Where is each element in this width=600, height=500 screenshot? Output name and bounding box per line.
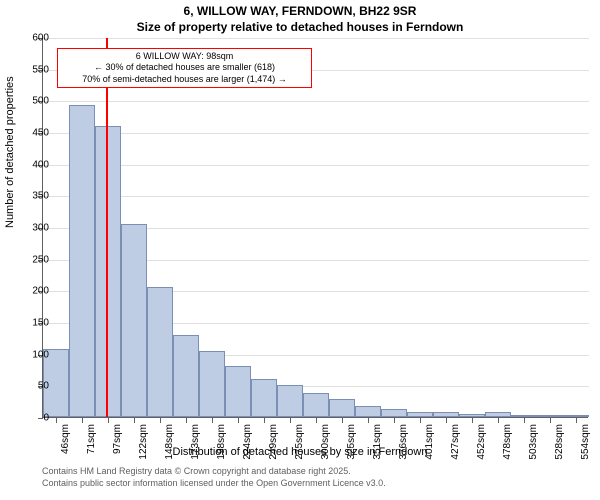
y-tick-label: 200 xyxy=(19,286,49,297)
annotation-line: 6 WILLOW WAY: 98sqm xyxy=(64,51,305,62)
histogram-bar xyxy=(537,415,563,417)
histogram-bar xyxy=(69,105,95,417)
x-tick-mark xyxy=(290,418,291,423)
histogram-bar xyxy=(355,406,381,417)
credit-line-1: Contains HM Land Registry data © Crown c… xyxy=(42,466,351,476)
y-tick-label: 0 xyxy=(19,413,49,424)
grid-line xyxy=(43,165,589,166)
histogram-bar xyxy=(485,412,511,417)
x-axis-label: Distribution of detached houses by size … xyxy=(0,446,600,458)
x-tick-mark xyxy=(524,418,525,423)
grid-line xyxy=(43,101,589,102)
annotation-line: ← 30% of detached houses are smaller (61… xyxy=(64,62,305,73)
annotation-line: 70% of semi-detached houses are larger (… xyxy=(64,74,305,85)
grid-line xyxy=(43,133,589,134)
x-tick-mark xyxy=(576,418,577,423)
y-tick-label: 500 xyxy=(19,96,49,107)
x-tick-mark xyxy=(446,418,447,423)
histogram-bar xyxy=(121,224,147,417)
x-tick-mark xyxy=(160,418,161,423)
x-tick-mark xyxy=(264,418,265,423)
plot-area: 46sqm71sqm97sqm122sqm148sqm173sqm198sqm2… xyxy=(42,38,588,418)
y-axis-label: Number of detached properties xyxy=(4,76,16,228)
y-tick-label: 50 xyxy=(19,381,49,392)
histogram-bar xyxy=(563,415,589,417)
annotation-box: 6 WILLOW WAY: 98sqm← 30% of detached hou… xyxy=(57,48,312,88)
histogram-bar xyxy=(95,126,121,417)
y-tick-label: 350 xyxy=(19,191,49,202)
x-tick-mark xyxy=(472,418,473,423)
histogram-bar xyxy=(147,287,173,417)
x-tick-mark xyxy=(212,418,213,423)
y-tick-label: 550 xyxy=(19,64,49,75)
grid-line xyxy=(43,38,589,39)
x-tick-mark xyxy=(316,418,317,423)
histogram-bar xyxy=(303,393,329,417)
grid-line xyxy=(43,196,589,197)
chart-title-main: 6, WILLOW WAY, FERNDOWN, BH22 9SR xyxy=(0,4,600,18)
x-tick-mark xyxy=(342,418,343,423)
histogram-bar xyxy=(433,412,459,417)
histogram-bar xyxy=(329,399,355,417)
histogram-bar xyxy=(225,366,251,417)
y-tick-label: 400 xyxy=(19,159,49,170)
histogram-bar xyxy=(381,409,407,417)
x-tick-mark xyxy=(238,418,239,423)
x-tick-mark xyxy=(420,418,421,423)
x-tick-mark xyxy=(108,418,109,423)
chart-plot-container: 46sqm71sqm97sqm122sqm148sqm173sqm198sqm2… xyxy=(42,38,588,418)
histogram-bar xyxy=(407,412,433,417)
x-tick-mark xyxy=(550,418,551,423)
y-tick-label: 150 xyxy=(19,318,49,329)
y-tick-label: 450 xyxy=(19,128,49,139)
histogram-bar xyxy=(173,335,199,417)
credit-line-2: Contains public sector information licen… xyxy=(42,478,386,488)
x-tick-mark xyxy=(134,418,135,423)
y-tick-label: 600 xyxy=(19,33,49,44)
y-tick-label: 250 xyxy=(19,254,49,265)
x-tick-mark xyxy=(56,418,57,423)
histogram-bar xyxy=(277,385,303,417)
histogram-bar xyxy=(459,414,485,417)
x-tick-mark xyxy=(498,418,499,423)
y-tick-label: 100 xyxy=(19,349,49,360)
histogram-bar xyxy=(251,379,277,417)
x-tick-mark xyxy=(368,418,369,423)
x-tick-mark xyxy=(186,418,187,423)
histogram-bar xyxy=(199,351,225,418)
x-tick-mark xyxy=(82,418,83,423)
chart-title-sub: Size of property relative to detached ho… xyxy=(0,20,600,34)
x-tick-mark xyxy=(394,418,395,423)
y-tick-label: 300 xyxy=(19,223,49,234)
property-marker-line xyxy=(106,38,108,417)
histogram-bar xyxy=(511,415,537,417)
